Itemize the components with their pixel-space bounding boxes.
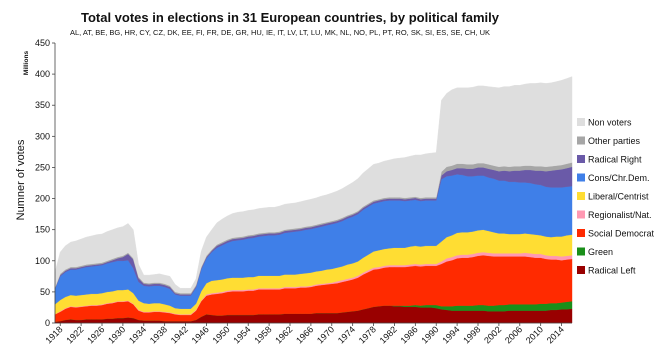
x-tick-label: 1966 [294,324,315,345]
x-tick-label: 1922 [64,324,85,345]
x-tick-label: 1986 [399,324,420,345]
legend-label-green: Green [588,247,613,257]
legend-label-other-parties: Other parties [588,136,641,146]
y-tick-label: 300 [35,131,50,141]
y-tick-label: 450 [35,38,50,48]
x-tick-label: 1954 [231,324,252,345]
x-tick-label: 1962 [273,324,294,345]
y-tick-label: 350 [35,100,50,110]
legend-swatch-cons-chr-dem [577,173,585,182]
area-layers [54,76,573,324]
x-tick-label: 1990 [419,324,440,345]
legend-swatch-non-voters [577,118,585,126]
y-tick-label: 0 [45,318,50,328]
x-tick-label: 1978 [357,324,378,345]
x-tick-label: 1942 [169,324,190,345]
x-tick-label: 1950 [211,324,232,345]
y-tick-label: 150 [35,225,50,235]
x-tick-label: 2006 [503,324,524,345]
legend-label-radical-right: Radical Right [588,155,642,165]
legend-label-non-voters: Non voters [588,118,632,128]
units-label: Millions [23,51,30,76]
x-tick-label: 1970 [315,324,336,345]
area-non-voters [54,76,573,294]
x-tick-label: 1974 [336,324,357,345]
legend-label-regionalist-nat: Regionalist/Nat. [588,210,652,220]
x-tick-label: 1994 [440,324,461,345]
legend-swatch-liberal-centrist [577,192,585,200]
legend: Non voters Other parties Radical Right Cons… [577,118,655,276]
y-tick-label: 100 [35,256,50,266]
x-tick-label: 2014 [545,324,566,345]
legend-label-liberal-centrist: Liberal/Centrist [588,192,649,202]
x-tick-label: 1934 [127,324,148,345]
legend-swatch-radical-right [577,155,585,163]
y-tick-label: 200 [35,194,50,204]
y-tick-label: 250 [35,162,50,172]
chart-subtitle: AL, AT, BE, BG, HR, CY, CZ, DK, EE, FI, … [70,28,490,37]
x-tick-label: 1946 [190,324,211,345]
y-tick-label: 400 [35,69,50,79]
x-tick-label: 1938 [148,324,169,345]
x-tick-label: 1982 [378,324,399,345]
legend-swatch-social-democrat [577,229,585,237]
x-tick-label: 2002 [482,324,503,345]
y-axis-label: Numner of votes [15,139,27,220]
x-tick-label: 1930 [106,324,127,345]
x-tick-label: 1958 [252,324,273,345]
legend-swatch-radical-left [577,266,585,274]
chart-title: Total votes in elections in 31 European … [81,10,500,25]
legend-label-radical-left: Radical Left [588,266,636,276]
x-tick-label: 1926 [85,324,106,345]
x-tick-label: 1998 [461,324,482,345]
legend-label-social-democrat: Social Democrat [588,229,655,239]
legend-label-cons-chr-dem: Cons/Chr.Dem. [588,173,650,183]
x-tick-label: 2010 [524,324,545,345]
legend-swatch-regionalist-nat [577,210,585,219]
y-tick-label: 50 [40,287,50,297]
legend-swatch-other-parties [577,136,585,145]
legend-swatch-green [577,247,585,256]
